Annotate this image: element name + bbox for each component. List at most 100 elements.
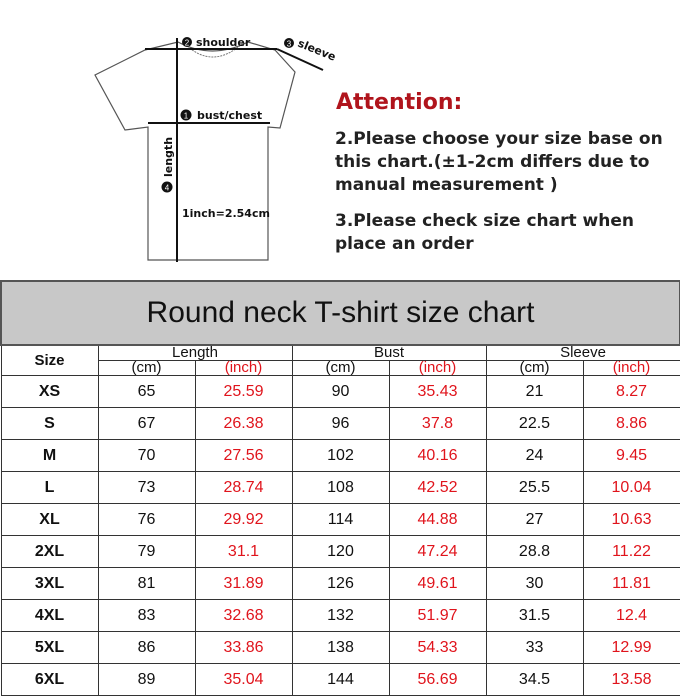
value-cell: 25.5 (485, 471, 584, 504)
shoulder-label: shoulder (196, 36, 251, 49)
value-cell: 28.8 (485, 535, 584, 568)
value-cell: 13.58 (582, 663, 680, 696)
size-cell: S (0, 407, 99, 440)
size-cell: XL (0, 503, 99, 536)
table-row: XS 65 25.59 90 35.43 21 8.27 (0, 375, 680, 408)
table-row: M 70 27.56 102 40.16 24 9.45 (0, 439, 680, 472)
table-row: 6XL 89 35.04 144 56.69 34.5 13.58 (0, 663, 680, 696)
table-row: S 67 26.38 96 37.8 22.5 8.86 (0, 407, 680, 440)
table-row: 2XL 79 31.1 120 47.24 28.8 11.22 (0, 535, 680, 568)
size-table: Round neck T-shirt size chart Size Lengt… (0, 280, 680, 696)
value-cell: 27.56 (194, 439, 293, 472)
bust-label: bust/chest (197, 109, 262, 122)
value-cell: 9.45 (582, 439, 680, 472)
value-cell: 21 (485, 375, 584, 408)
value-cell: 120 (291, 535, 390, 568)
value-cell: 24 (485, 439, 584, 472)
value-cell: 26.38 (194, 407, 293, 440)
value-cell: 102 (291, 439, 390, 472)
table-row: L 73 28.74 108 42.52 25.5 10.04 (0, 471, 680, 504)
value-cell: 33.86 (194, 631, 293, 664)
table-row: 4XL 83 32.68 132 51.97 31.5 12.4 (0, 599, 680, 632)
value-cell: 42.52 (388, 471, 487, 504)
svg-text:2: 2 (185, 39, 190, 48)
value-cell: 33 (485, 631, 584, 664)
sleeve-line (276, 48, 324, 71)
length-label: length (162, 137, 175, 177)
value-cell: 54.33 (388, 631, 487, 664)
unit-header: (inch) (194, 360, 293, 376)
value-cell: 49.61 (388, 567, 487, 600)
value-cell: 73 (97, 471, 196, 504)
value-cell: 67 (97, 407, 196, 440)
value-cell: 83 (97, 599, 196, 632)
value-cell: 30 (485, 567, 584, 600)
value-cell: 108 (291, 471, 390, 504)
value-cell: 12.4 (582, 599, 680, 632)
value-cell: 8.27 (582, 375, 680, 408)
value-cell: 32.68 (194, 599, 293, 632)
value-cell: 89 (97, 663, 196, 696)
value-cell: 34.5 (485, 663, 584, 696)
value-cell: 51.97 (388, 599, 487, 632)
size-cell: 4XL (0, 599, 99, 632)
value-cell: 35.04 (194, 663, 293, 696)
unit-header: (cm) (97, 360, 196, 376)
unit-header: (cm) (485, 360, 584, 376)
svg-text:1: 1 (184, 112, 189, 121)
svg-text:3: 3 (287, 40, 292, 49)
table-title: Round neck T-shirt size chart (0, 280, 680, 346)
value-cell: 56.69 (388, 663, 487, 696)
value-cell: 31.1 (194, 535, 293, 568)
value-cell: 81 (97, 567, 196, 600)
value-cell: 79 (97, 535, 196, 568)
size-cell: 6XL (0, 663, 99, 696)
value-cell: 27 (485, 503, 584, 536)
size-cell: L (0, 471, 99, 504)
group-header-bust: Bust (291, 344, 487, 361)
value-cell: 90 (291, 375, 390, 408)
value-cell: 31.5 (485, 599, 584, 632)
value-cell: 8.86 (582, 407, 680, 440)
unit-header: (inch) (582, 360, 680, 376)
value-cell: 96 (291, 407, 390, 440)
tshirt-measurement-diagram: 2 shoulder 3 sleeve 1 bust/chest 4 lengt… (94, 36, 338, 262)
value-cell: 31.89 (194, 567, 293, 600)
value-cell: 76 (97, 503, 196, 536)
svg-text:4: 4 (165, 184, 170, 193)
value-cell: 40.16 (388, 439, 487, 472)
value-cell: 35.43 (388, 375, 487, 408)
conversion-note: 1inch=2.54cm (182, 207, 270, 220)
size-cell: 2XL (0, 535, 99, 568)
size-cell: 5XL (0, 631, 99, 664)
value-cell: 70 (97, 439, 196, 472)
table-row: 3XL 81 31.89 126 49.61 30 11.81 (0, 567, 680, 600)
table-row: XL 76 29.92 114 44.88 27 10.63 (0, 503, 680, 536)
value-cell: 11.81 (582, 567, 680, 600)
value-cell: 10.63 (582, 503, 680, 536)
note-size-choice: 2.Please choose your size base on this c… (335, 129, 663, 195)
value-cell: 22.5 (485, 407, 584, 440)
size-header: Size (0, 344, 99, 376)
value-cell: 114 (291, 503, 390, 536)
value-cell: 126 (291, 567, 390, 600)
value-cell: 144 (291, 663, 390, 696)
unit-header: (cm) (291, 360, 390, 376)
value-cell: 86 (97, 631, 196, 664)
size-cell: XS (0, 375, 99, 408)
value-cell: 65 (97, 375, 196, 408)
value-cell: 25.59 (194, 375, 293, 408)
value-cell: 138 (291, 631, 390, 664)
unit-header: (inch) (388, 360, 487, 376)
value-cell: 44.88 (388, 503, 487, 536)
value-cell: 28.74 (194, 471, 293, 504)
group-header-sleeve: Sleeve (485, 344, 680, 361)
value-cell: 47.24 (388, 535, 487, 568)
value-cell: 11.22 (582, 535, 680, 568)
value-cell: 37.8 (388, 407, 487, 440)
group-header-length: Length (97, 344, 293, 361)
note-check-chart: 3.Please check size chart when place an … (335, 211, 634, 254)
size-cell: M (0, 439, 99, 472)
value-cell: 10.04 (582, 471, 680, 504)
